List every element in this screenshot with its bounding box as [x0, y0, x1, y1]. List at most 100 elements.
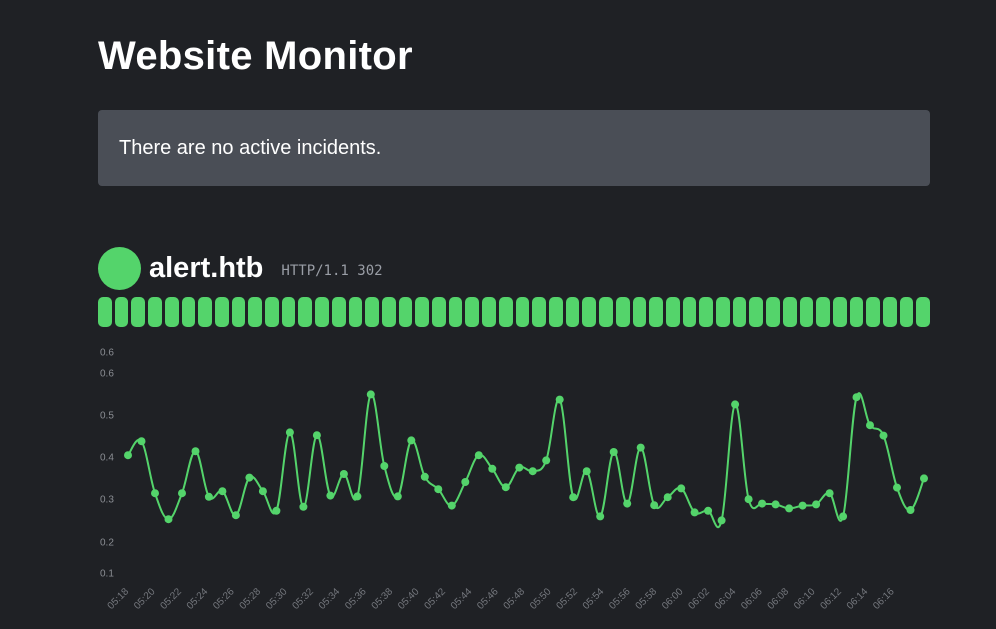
data-point[interactable]	[312, 431, 321, 440]
heartbeat-beat[interactable]	[532, 297, 546, 327]
heartbeat-beat[interactable]	[498, 297, 513, 327]
heartbeat-beat[interactable]	[131, 297, 146, 327]
heartbeat-beat[interactable]	[331, 297, 346, 327]
heartbeat-beat[interactable]	[883, 297, 897, 327]
heartbeat-beat[interactable]	[465, 297, 480, 327]
heartbeat-beat[interactable]	[148, 297, 162, 327]
heartbeat-beat[interactable]	[381, 297, 396, 327]
data-point[interactable]	[461, 478, 470, 486]
heartbeat-beat[interactable]	[482, 297, 496, 327]
data-point[interactable]	[245, 473, 254, 482]
heartbeat-beat[interactable]	[398, 297, 413, 327]
data-point[interactable]	[623, 499, 632, 508]
heartbeat-beat[interactable]	[832, 297, 847, 327]
heartbeat-beat[interactable]	[432, 297, 446, 327]
heartbeat-beat[interactable]	[749, 297, 764, 327]
data-point[interactable]	[636, 443, 645, 452]
heartbeat-beat[interactable]	[181, 297, 196, 327]
heartbeat-beat[interactable]	[782, 297, 797, 327]
heartbeat-beat[interactable]	[866, 297, 881, 327]
data-point[interactable]	[393, 492, 402, 501]
data-point[interactable]	[555, 395, 564, 404]
data-point[interactable]	[420, 472, 429, 481]
heartbeat-beat[interactable]	[716, 297, 730, 327]
data-point[interactable]	[717, 516, 726, 525]
data-point[interactable]	[663, 493, 672, 502]
data-point[interactable]	[218, 487, 227, 496]
data-point[interactable]	[137, 437, 146, 446]
heartbeat-beat[interactable]	[515, 297, 530, 327]
heartbeat-beat[interactable]	[615, 297, 630, 327]
data-point[interactable]	[582, 467, 591, 476]
heartbeat-beat[interactable]	[565, 297, 580, 327]
heartbeat-beat[interactable]	[348, 297, 363, 327]
heartbeat-beat[interactable]	[699, 297, 714, 327]
heartbeat-beat[interactable]	[916, 297, 931, 327]
data-point[interactable]	[677, 484, 686, 493]
data-point[interactable]	[798, 501, 807, 510]
heartbeat-beat[interactable]	[599, 297, 613, 327]
data-point[interactable]	[231, 511, 240, 520]
data-point[interactable]	[812, 500, 821, 509]
data-point[interactable]	[285, 428, 294, 437]
heartbeat-beat[interactable]	[365, 297, 379, 327]
data-point[interactable]	[893, 483, 901, 492]
heartbeat-beat[interactable]	[849, 297, 864, 327]
data-point[interactable]	[178, 489, 186, 498]
data-point[interactable]	[191, 447, 200, 456]
heartbeat-beat[interactable]	[766, 297, 780, 327]
data-point[interactable]	[528, 467, 537, 476]
data-point[interactable]	[879, 431, 888, 440]
heartbeat-beat[interactable]	[281, 297, 296, 327]
data-point[interactable]	[690, 508, 699, 517]
heartbeat-beat[interactable]	[298, 297, 313, 327]
data-point[interactable]	[771, 500, 780, 509]
data-point[interactable]	[258, 487, 267, 496]
heartbeat-beat[interactable]	[732, 297, 747, 327]
data-point[interactable]	[866, 421, 874, 430]
data-point[interactable]	[542, 456, 551, 465]
data-point[interactable]	[474, 451, 483, 460]
heartbeat-beat[interactable]	[665, 297, 680, 327]
data-point[interactable]	[609, 448, 618, 456]
heartbeat-beat[interactable]	[248, 297, 263, 327]
data-point[interactable]	[731, 400, 740, 409]
data-point[interactable]	[785, 504, 794, 513]
data-point[interactable]	[906, 506, 915, 514]
heartbeat-beat[interactable]	[448, 297, 463, 327]
heartbeat-beat[interactable]	[816, 297, 830, 327]
data-point[interactable]	[339, 470, 348, 478]
data-point[interactable]	[825, 489, 834, 498]
heartbeat-beat[interactable]	[114, 297, 129, 327]
heartbeat-beat[interactable]	[214, 297, 229, 327]
data-point[interactable]	[839, 512, 848, 521]
data-point[interactable]	[164, 515, 173, 524]
data-point[interactable]	[124, 451, 132, 460]
data-point[interactable]	[852, 393, 861, 402]
monitor-name[interactable]: alert.htb	[149, 251, 264, 284]
heartbeat-beat[interactable]	[682, 297, 697, 327]
data-point[interactable]	[434, 485, 443, 494]
data-point[interactable]	[299, 502, 308, 511]
data-point[interactable]	[272, 506, 281, 515]
data-point[interactable]	[501, 483, 510, 492]
heartbeat-beat[interactable]	[198, 297, 212, 327]
heartbeat-beat[interactable]	[799, 297, 814, 327]
heartbeat-beat[interactable]	[415, 297, 430, 327]
data-point[interactable]	[920, 474, 928, 483]
data-point[interactable]	[204, 492, 213, 501]
heartbeat-beat[interactable]	[632, 297, 647, 327]
data-point[interactable]	[758, 499, 767, 508]
data-point[interactable]	[569, 493, 578, 502]
data-point[interactable]	[366, 390, 375, 399]
heartbeat-beat[interactable]	[315, 297, 329, 327]
heartbeat-beat[interactable]	[899, 297, 914, 327]
data-point[interactable]	[596, 512, 605, 521]
data-point[interactable]	[380, 462, 389, 470]
heartbeat-beat[interactable]	[649, 297, 663, 327]
data-point[interactable]	[353, 492, 362, 501]
data-point[interactable]	[744, 495, 753, 504]
data-point[interactable]	[515, 463, 524, 472]
data-point[interactable]	[704, 506, 713, 515]
data-point[interactable]	[650, 501, 659, 510]
